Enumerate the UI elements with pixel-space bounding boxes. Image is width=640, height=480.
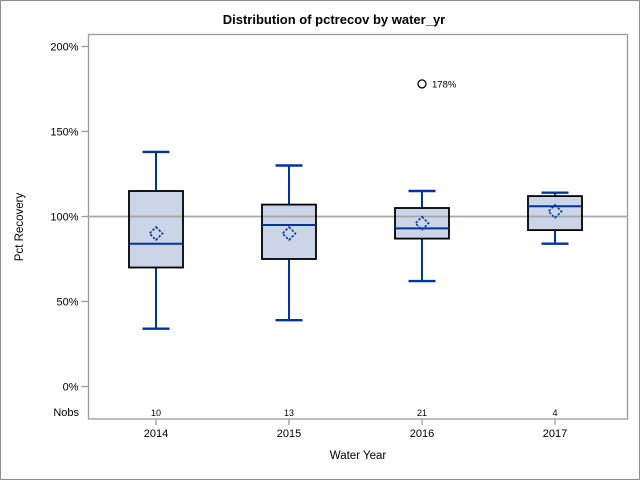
y-tick-label: 0% [63,382,79,394]
chart-title: Distribution of pctrecov by water_yr [223,12,446,27]
outlier-label: 178% [432,79,457,90]
box-border [527,195,583,232]
y-tick-label: 100% [50,212,78,224]
box-fill [528,196,582,231]
mean-diamond-marker [414,215,430,231]
y-tick-label: 150% [50,127,78,139]
mean-diamond-marker [281,225,297,242]
mean-diamond-marker [148,225,164,242]
plot-generated-content: 0% 50% 100% 150% 200% 2014 10 2015 13 2016 21 2017 4… [50,33,629,440]
y-tick-label: 200% [50,42,78,54]
plot-frame [87,33,629,420]
box-border [261,203,317,260]
x-axis-label: Water Year [330,450,387,462]
box-border [394,207,450,240]
nobs-row-label: Nobs [53,407,79,419]
nobs-value: 4 [552,408,557,418]
box-fill [129,191,183,268]
x-tick-label: 2016 [410,428,434,440]
y-axis-label: Pct Recovery [14,193,26,262]
x-tick-label: 2015 [277,428,301,440]
nobs-value: 21 [417,408,427,418]
box-fill [262,204,316,259]
nobs-value: 10 [151,408,161,418]
nobs-value: 13 [284,408,294,418]
x-tick-label: 2014 [144,428,168,440]
box-fill [395,208,449,239]
outlier-marker [417,79,427,89]
mean-diamond-marker [547,203,563,220]
box-border [128,190,184,269]
y-tick-label: 50% [56,297,78,309]
x-tick-label: 2017 [543,428,567,440]
